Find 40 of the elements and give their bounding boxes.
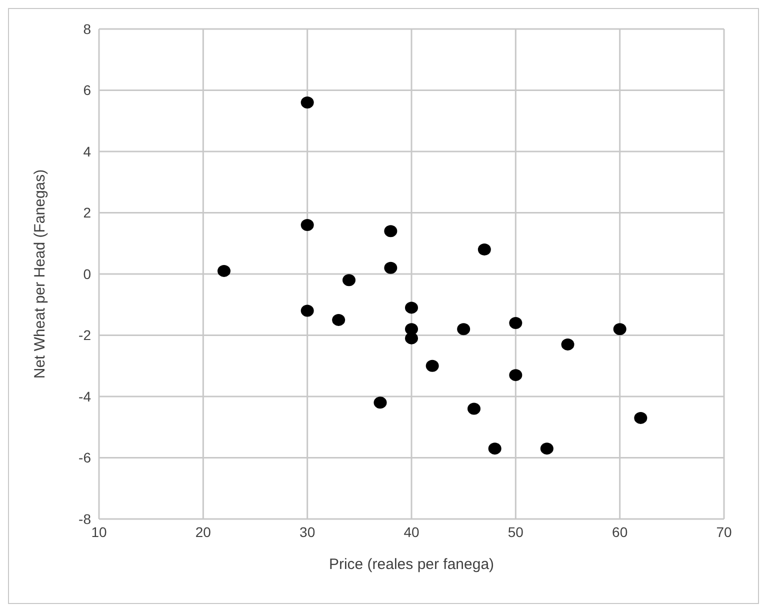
x-tick-label: 40 bbox=[404, 524, 420, 540]
x-tick-label: 20 bbox=[195, 524, 212, 540]
point bbox=[468, 402, 480, 415]
x-tick-label: 50 bbox=[508, 524, 524, 540]
point bbox=[426, 360, 439, 372]
x-tick-label: 30 bbox=[300, 524, 316, 540]
point bbox=[634, 412, 648, 424]
x-axis-title: Price (reales per fanega) bbox=[328, 556, 494, 573]
y-tick-label: 8 bbox=[83, 20, 92, 37]
y-tick-label: 2 bbox=[83, 204, 92, 221]
y-tick-label: -4 bbox=[78, 388, 92, 404]
y-tick-label: -8 bbox=[78, 510, 92, 527]
point bbox=[540, 442, 554, 455]
point bbox=[300, 219, 314, 231]
y-tick-label: 4 bbox=[83, 143, 92, 160]
x-tick-label: 10 bbox=[91, 524, 107, 540]
point bbox=[478, 244, 491, 256]
x-tick-label: 70 bbox=[716, 524, 732, 540]
point bbox=[457, 323, 470, 336]
point bbox=[509, 369, 522, 382]
point bbox=[300, 304, 314, 317]
y-axis-title: Net Wheat per Head (Fanegas) bbox=[31, 169, 48, 379]
point bbox=[384, 225, 398, 238]
y-tick-label: 6 bbox=[83, 82, 92, 98]
point bbox=[509, 317, 522, 329]
point bbox=[384, 262, 398, 274]
point bbox=[374, 396, 387, 409]
point bbox=[561, 338, 574, 350]
point bbox=[488, 442, 502, 455]
point bbox=[300, 96, 314, 108]
x-tick-label: 60 bbox=[612, 524, 628, 540]
point bbox=[405, 332, 418, 344]
point bbox=[342, 274, 356, 286]
point bbox=[332, 314, 346, 326]
point bbox=[405, 302, 418, 314]
point bbox=[218, 264, 230, 277]
y-tick-label: 0 bbox=[83, 266, 92, 282]
point bbox=[613, 323, 626, 336]
y-tick-label: -6 bbox=[78, 450, 92, 466]
y-tick-label: -2 bbox=[78, 327, 92, 344]
